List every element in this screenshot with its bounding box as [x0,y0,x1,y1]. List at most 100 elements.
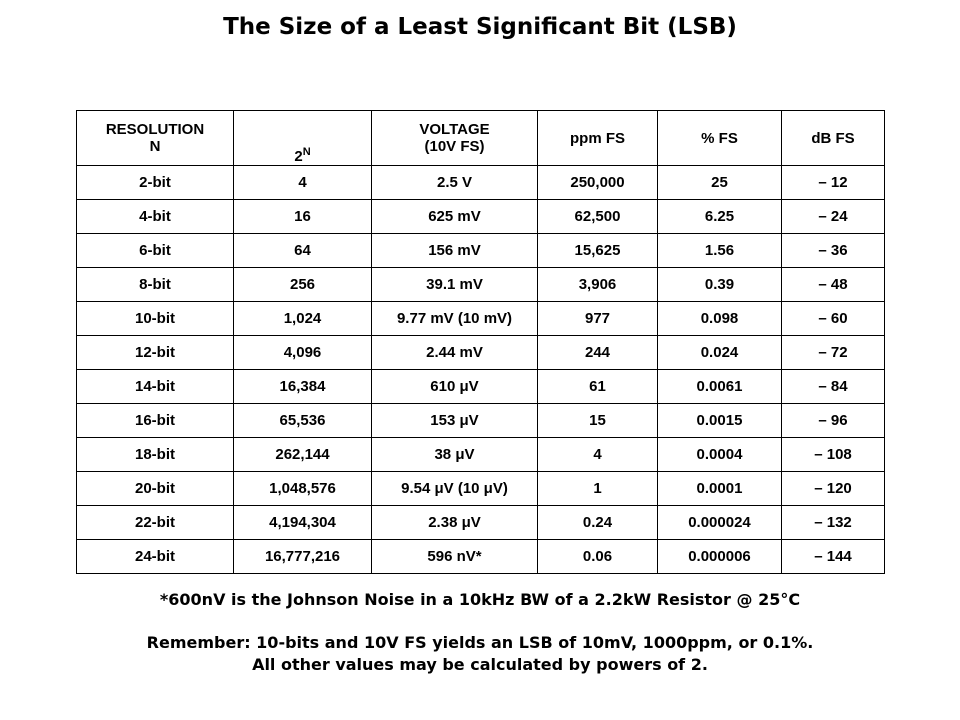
table-row: 22-bit 4,194,304 2.38 μV 0.24 0.000024– 132 [76,505,885,540]
table-cell: 6-bit [76,233,234,268]
table-cell: 16 [233,199,372,234]
table-cell: 0.0004 [657,437,782,472]
table-cell: 1.56 [657,233,782,268]
table-cell: 2.5 V [371,165,538,200]
table-cell: 15 [537,403,658,438]
table-cell: 156 mV [371,233,538,268]
table-cell: 262,144 [233,437,372,472]
table-cell: 6.25 [657,199,782,234]
table-row: 24-bit 16,777,216 596 nV* 0.06 0.000006– 144 [76,539,885,574]
table-cell: 64 [233,233,372,268]
header-cell: 2N [233,110,372,166]
table-cell: 1,024 [233,301,372,336]
table-cell: – 12 [781,165,885,200]
table-row: 8-bit 256 39.1 mV 3,906 0.39– 48 [76,267,885,302]
footnote: *600nV is the Johnson Noise in a 10kHz B… [159,590,801,609]
table-cell: 0.24 [537,505,658,540]
table-cell: 10-bit [76,301,234,336]
table-body: 2-bit 4 2.5 V 250,000 25– 12 4-bit 16 625 mV 62,… [76,165,885,574]
table-cell: 2-bit [76,165,234,200]
table-cell: 4,096 [233,335,372,370]
table-cell: 256 [233,267,372,302]
table-cell: 61 [537,369,658,404]
header-text: VOLTAGE [419,121,490,138]
table-cell: – 144 [781,539,885,574]
table-cell: 0.000024 [657,505,782,540]
table-cell: 24-bit [76,539,234,574]
table-cell: – 120 [781,471,885,506]
table-cell: 8-bit [76,267,234,302]
table-cell: 15,625 [537,233,658,268]
table-cell: – 48 [781,267,885,302]
header-cell: VOLTAGE (10V FS) [371,110,538,166]
table-cell: 250,000 [537,165,658,200]
table-row: 12-bit 4,096 2.44 mV 244 0.024– 72 [76,335,885,370]
header-text: dB FS [811,129,855,147]
table-cell: 22-bit [76,505,234,540]
table-cell: – 132 [781,505,885,540]
table-cell: 4-bit [76,199,234,234]
title: The Size of a Least Significant Bit (LSB… [223,14,737,40]
table-cell: 16-bit [76,403,234,438]
table-cell: – 84 [781,369,885,404]
table-cell: – 60 [781,301,885,336]
table-row: 4-bit 16 625 mV 62,500 6.25– 24 [76,199,885,234]
table-row: 18-bit 262,144 38 μV 4 0.0004– 108 [76,437,885,472]
table-cell: 596 nV* [371,539,538,574]
table-cell: – 36 [781,233,885,268]
table-cell: 16,777,216 [233,539,372,574]
table-row: 6-bit 64 156 mV 15,625 1.56– 36 [76,233,885,268]
table-cell: 0.06 [537,539,658,574]
table-cell: 0.000006 [657,539,782,574]
table-cell: 0.0001 [657,471,782,506]
header-row: RESOLUTION N 2N VOLTAGE (10V FS) ppm FS% FS dB… [76,110,885,166]
table-cell: 25 [657,165,782,200]
table-cell: 4 [537,437,658,472]
header-cell: % FS [657,110,782,166]
header-text: (10V FS) [424,138,485,155]
lsb-table: RESOLUTION N 2N VOLTAGE (10V FS) ppm FS% FS dB… [76,110,885,574]
header-text: N [149,138,161,155]
table-cell: 1 [537,471,658,506]
table-cell: 2.38 μV [371,505,538,540]
header-cell: ppm FS [537,110,658,166]
table-row: 20-bit 1,048,576 9.54 μV (10 μV) 1 0.0001– 1… [76,471,885,506]
header-text: RESOLUTION [105,121,205,138]
table-cell: 65,536 [233,403,372,438]
table-cell: 38 μV [371,437,538,472]
table-cell: – 96 [781,403,885,438]
remember-line: Remember: 10-bits and 10V FS yields an L… [146,633,814,652]
table-cell: 14-bit [76,369,234,404]
table-cell: 0.024 [657,335,782,370]
table-row: 14-bit 16,384 610 μV 61 0.0061– 84 [76,369,885,404]
table-cell: 12-bit [76,335,234,370]
table-row: 10-bit 1,024 9.77 mV (10 mV) 977 0.098– 60 [76,301,885,336]
header-text: 2 [294,148,303,165]
table-cell: 0.0061 [657,369,782,404]
table-cell: 3,906 [537,267,658,302]
table-cell: 1,048,576 [233,471,372,506]
table-cell: 16,384 [233,369,372,404]
table-row: 16-bit 65,536 153 μV 15 0.0015– 96 [76,403,885,438]
table-cell: 625 mV [371,199,538,234]
remember-line: All other values may be calculated by po… [252,655,708,674]
header-text: % FS [701,129,738,147]
table-cell: 244 [537,335,658,370]
header-text: ppm FS [570,129,625,147]
table-cell: 0.0015 [657,403,782,438]
table-cell: 9.54 μV (10 μV) [371,471,538,506]
table-cell: 2.44 mV [371,335,538,370]
table-cell: 610 μV [371,369,538,404]
table-cell: 4 [233,165,372,200]
header-cell: dB FS [781,110,885,166]
table-cell: 153 μV [371,403,538,438]
header-superscript: N [302,146,311,158]
header-cell: RESOLUTION N [76,110,234,166]
table-cell: 62,500 [537,199,658,234]
table-cell: 0.098 [657,301,782,336]
table-cell: 977 [537,301,658,336]
table-cell: 0.39 [657,267,782,302]
table-cell: 20-bit [76,471,234,506]
table-cell: – 72 [781,335,885,370]
